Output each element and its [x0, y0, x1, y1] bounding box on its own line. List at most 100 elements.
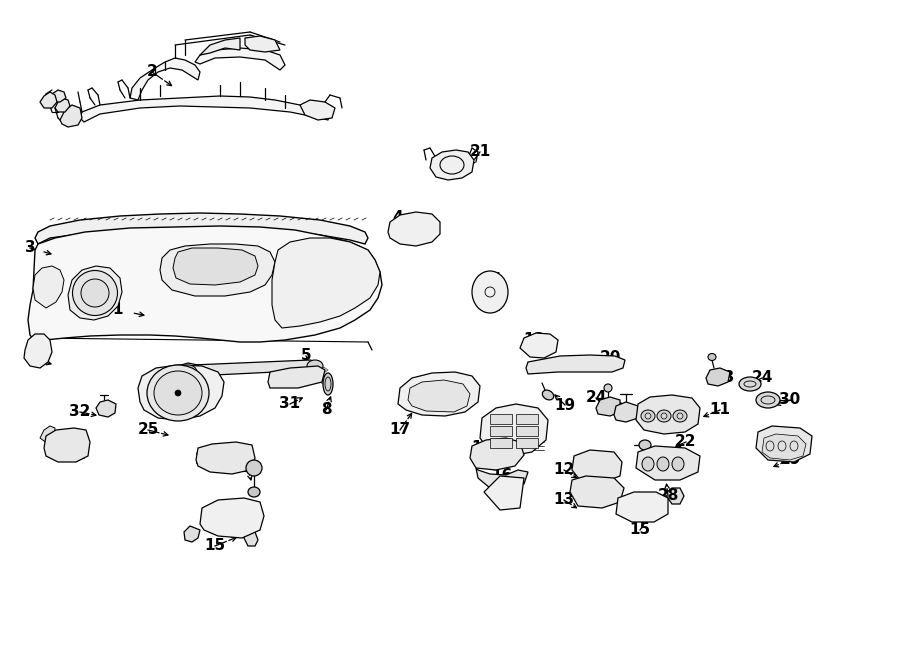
Ellipse shape: [604, 384, 612, 392]
Ellipse shape: [672, 457, 684, 471]
Polygon shape: [288, 367, 296, 373]
Text: 29: 29: [779, 453, 801, 467]
Polygon shape: [214, 452, 224, 466]
Polygon shape: [288, 379, 296, 385]
Ellipse shape: [543, 390, 553, 400]
Text: 19: 19: [554, 397, 576, 412]
Polygon shape: [226, 452, 236, 466]
Text: 18: 18: [524, 332, 544, 348]
Polygon shape: [80, 96, 330, 122]
Text: 32: 32: [69, 405, 91, 420]
Polygon shape: [756, 426, 812, 462]
Text: 28: 28: [657, 488, 679, 504]
Ellipse shape: [73, 270, 118, 315]
Polygon shape: [35, 213, 368, 244]
Ellipse shape: [756, 392, 780, 408]
Polygon shape: [268, 366, 325, 388]
Ellipse shape: [657, 457, 669, 471]
Polygon shape: [200, 38, 240, 55]
Ellipse shape: [248, 487, 260, 497]
Polygon shape: [490, 426, 512, 436]
Polygon shape: [516, 414, 538, 424]
Text: 30: 30: [779, 393, 801, 407]
Polygon shape: [398, 372, 480, 416]
Polygon shape: [572, 450, 622, 482]
Text: 4: 4: [24, 350, 35, 366]
Text: 24: 24: [585, 391, 607, 405]
Polygon shape: [470, 438, 524, 470]
Polygon shape: [296, 373, 304, 379]
Ellipse shape: [472, 271, 508, 313]
Text: 7: 7: [490, 272, 500, 288]
Polygon shape: [762, 434, 806, 460]
Text: 13: 13: [554, 492, 574, 508]
Ellipse shape: [154, 371, 202, 415]
Polygon shape: [480, 404, 548, 456]
Polygon shape: [33, 266, 64, 308]
Polygon shape: [596, 397, 620, 416]
Text: 33: 33: [714, 371, 734, 385]
Text: 10: 10: [508, 410, 528, 426]
Polygon shape: [636, 395, 700, 434]
Polygon shape: [130, 58, 200, 100]
Text: 2: 2: [147, 65, 158, 79]
Polygon shape: [280, 373, 288, 379]
Ellipse shape: [307, 360, 323, 372]
Polygon shape: [490, 438, 512, 448]
Polygon shape: [173, 248, 258, 285]
Polygon shape: [408, 380, 470, 412]
Text: 25: 25: [138, 422, 158, 438]
Text: 24: 24: [752, 371, 773, 385]
Polygon shape: [202, 452, 212, 466]
Text: 9: 9: [158, 368, 169, 383]
Text: 1: 1: [112, 303, 123, 317]
Ellipse shape: [246, 460, 262, 476]
Text: 5: 5: [301, 348, 311, 364]
Text: 15: 15: [204, 539, 226, 553]
Ellipse shape: [673, 410, 687, 422]
Polygon shape: [570, 476, 624, 508]
Polygon shape: [430, 150, 474, 180]
Polygon shape: [160, 244, 275, 296]
Polygon shape: [40, 92, 57, 108]
Polygon shape: [244, 530, 258, 546]
Polygon shape: [44, 428, 90, 462]
Polygon shape: [706, 368, 730, 386]
Text: 8: 8: [320, 403, 331, 418]
Polygon shape: [616, 492, 668, 522]
Polygon shape: [312, 373, 320, 379]
Text: 12: 12: [554, 463, 574, 477]
Text: 17: 17: [390, 422, 410, 438]
Polygon shape: [184, 526, 200, 542]
Ellipse shape: [639, 440, 651, 450]
Polygon shape: [614, 402, 638, 422]
Polygon shape: [272, 379, 280, 385]
Polygon shape: [520, 333, 558, 358]
Polygon shape: [320, 367, 328, 373]
Polygon shape: [516, 426, 538, 436]
Text: 27: 27: [238, 461, 258, 475]
Text: 22: 22: [675, 434, 697, 449]
Text: 15: 15: [629, 522, 651, 537]
Text: 16: 16: [491, 469, 513, 483]
Polygon shape: [24, 334, 52, 368]
Text: 3: 3: [24, 241, 35, 256]
Ellipse shape: [641, 410, 655, 422]
Text: 26: 26: [195, 453, 217, 467]
Polygon shape: [576, 482, 618, 504]
Text: 14: 14: [472, 440, 492, 455]
Polygon shape: [304, 367, 312, 373]
Polygon shape: [300, 100, 335, 120]
Polygon shape: [484, 476, 524, 510]
Polygon shape: [200, 498, 264, 538]
Polygon shape: [272, 367, 280, 373]
Text: 4: 4: [392, 210, 403, 225]
Polygon shape: [516, 438, 538, 448]
Ellipse shape: [147, 365, 209, 421]
Polygon shape: [40, 426, 55, 444]
Polygon shape: [28, 226, 382, 342]
Ellipse shape: [739, 377, 761, 391]
Polygon shape: [320, 379, 328, 385]
Ellipse shape: [81, 279, 109, 307]
Polygon shape: [68, 266, 122, 320]
